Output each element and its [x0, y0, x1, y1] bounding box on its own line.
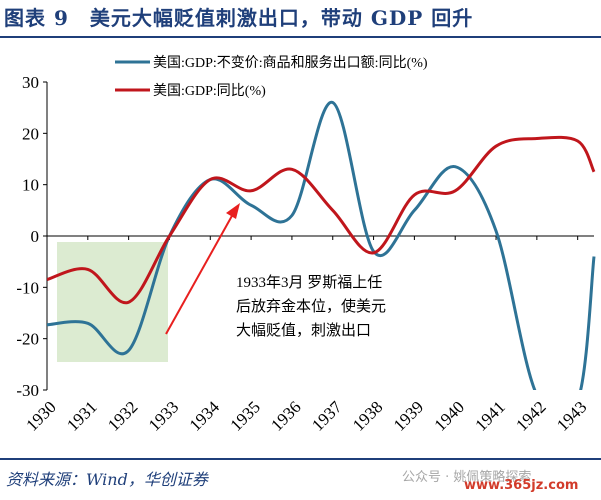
x-tick-label: 1936	[267, 397, 304, 434]
footer-divider	[0, 458, 601, 460]
annotation-layer: 1933年3月 罗斯福上任 后放弃金本位，使美元 大幅贬值，刺激出口	[165, 203, 386, 339]
x-tick-label: 1943	[553, 397, 590, 434]
y-tick-label: 30	[22, 73, 39, 92]
x-tick-label: 1932	[104, 397, 141, 434]
annotation-line-2: 后放弃金本位，使美元	[236, 298, 386, 315]
annotation-arrow	[165, 213, 234, 335]
site-watermark: www.365jz.com	[464, 478, 579, 493]
legend-label-gdp: 美国:GDP:同比(%)	[153, 83, 266, 99]
y-tick-label: 0	[31, 227, 40, 246]
x-tick-label: 1930	[22, 397, 59, 434]
annotation-line-3: 大幅贬值，刺激出口	[236, 322, 371, 339]
series-layer	[47, 101, 596, 390]
legend-label-export: 美国:GDP:不变价:商品和服务出口额:同比(%)	[153, 55, 428, 71]
legend: 美国:GDP:不变价:商品和服务出口额:同比(%) 美国:GDP:同比(%)	[115, 55, 428, 99]
x-tick-label: 1939	[390, 397, 427, 434]
x-tick-label: 1938	[349, 397, 386, 434]
series-line-gdp	[47, 135, 596, 305]
y-tick-label: -30	[16, 381, 39, 400]
annotation-line-1: 1933年3月 罗斯福上任	[236, 274, 382, 291]
title-divider	[0, 36, 601, 38]
y-tick-label: -10	[16, 278, 39, 297]
x-tick-label: 1942	[512, 397, 549, 434]
x-tick-label: 1941	[471, 397, 508, 434]
highlight-region	[57, 242, 168, 362]
x-tick-label: 1935	[226, 397, 263, 434]
y-tick-label: 10	[22, 176, 39, 195]
watermark: 公众号 · 姚佩策略探索	[402, 470, 532, 485]
series-line-export	[47, 101, 596, 390]
x-tick-label: 1934	[186, 397, 224, 435]
source-note: 资料来源：Wind，华创证券	[6, 470, 208, 489]
chart-title: 图表 9 美元大幅贬值刺激出口，带动 GDP 回升	[4, 6, 474, 30]
x-tick-label: 1937	[308, 397, 346, 435]
x-tick-label: 1940	[431, 397, 468, 434]
x-tick-label: 1931	[63, 397, 100, 434]
annotation-arrowhead	[226, 203, 240, 219]
y-tick-label: -20	[16, 330, 39, 349]
y-tick-label: 20	[22, 124, 39, 143]
x-tick-label: 1933	[145, 397, 182, 434]
